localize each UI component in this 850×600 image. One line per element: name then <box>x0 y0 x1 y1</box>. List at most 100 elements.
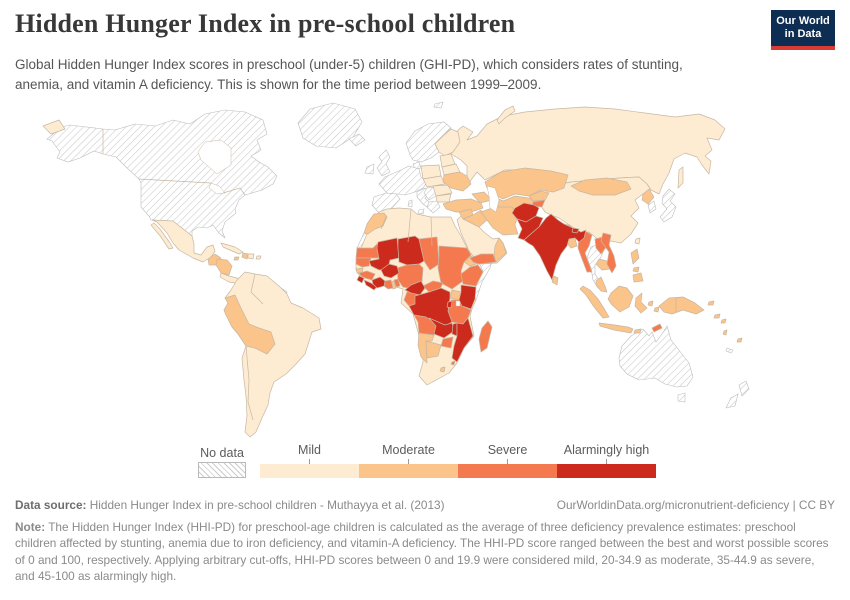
country-fiji[interactable] <box>736 337 743 343</box>
country-india[interactable] <box>523 213 587 281</box>
country-sakhalin[interactable] <box>677 166 684 189</box>
country-taiwan[interactable] <box>634 237 641 245</box>
country-mozambique[interactable] <box>451 317 474 363</box>
country-jamaica[interactable] <box>233 256 240 261</box>
country-senegal[interactable] <box>355 257 372 268</box>
country-baja-california[interactable] <box>150 222 174 250</box>
country-new-guinea[interactable] <box>658 296 705 315</box>
region-group-alarmingly-high[interactable] <box>356 202 587 363</box>
country-mongolia[interactable] <box>570 177 632 196</box>
country-greenland[interactable] <box>297 102 363 149</box>
country-north-korea[interactable] <box>641 188 655 205</box>
country-yemen[interactable] <box>469 253 497 265</box>
country-ecuador-peru-bolivia[interactable] <box>223 294 276 355</box>
country-turkey[interactable] <box>442 198 484 213</box>
legend-item-severe[interactable]: Severe <box>458 443 557 478</box>
country-solomon-islands[interactable] <box>713 313 721 319</box>
country-new-zealand-south[interactable] <box>725 393 739 409</box>
country-sulawesi[interactable] <box>634 292 648 314</box>
country-burkina-faso[interactable] <box>380 263 400 279</box>
legend-swatch-mild[interactable] <box>260 464 359 478</box>
legend-no-data[interactable]: No data <box>198 446 246 478</box>
country-ethiopia[interactable] <box>460 264 484 287</box>
country-cambodia[interactable] <box>595 258 611 271</box>
country-sardinia[interactable] <box>407 199 413 208</box>
country-malaysia[interactable] <box>595 276 608 293</box>
world-map[interactable] <box>15 96 835 458</box>
country-philippines-luzon[interactable] <box>630 248 640 265</box>
country-cuba[interactable] <box>220 242 244 255</box>
country-north-america[interactable] <box>46 109 278 239</box>
country-lesotho[interactable] <box>439 366 446 373</box>
country-romania[interactable] <box>432 184 453 197</box>
country-ireland[interactable] <box>364 163 375 175</box>
country-australia[interactable] <box>618 325 694 388</box>
country-new-caledonia[interactable] <box>725 347 734 354</box>
country-dominican-republic[interactable] <box>247 253 255 260</box>
no-data-swatch[interactable] <box>198 462 246 478</box>
country-ukraine[interactable] <box>442 171 472 192</box>
country-botswana[interactable] <box>425 340 442 359</box>
country-rwanda-burundi[interactable] <box>446 300 453 309</box>
country-russia-chukotka-west[interactable] <box>42 119 66 135</box>
country-sicily[interactable] <box>417 208 425 215</box>
legend-item-mild[interactable]: Mild <box>260 443 359 478</box>
country-philippines-visayas[interactable] <box>632 266 640 273</box>
country-honduras-nicaragua[interactable] <box>215 258 233 276</box>
country-vietnam[interactable] <box>600 232 617 274</box>
country-ghana[interactable] <box>383 279 394 290</box>
country-zambia[interactable] <box>428 317 455 339</box>
country-kyrgyzstan[interactable] <box>528 190 550 202</box>
country-malawi[interactable] <box>451 322 458 337</box>
legend-item-alarmingly-high[interactable]: Alarmingly high <box>557 443 656 478</box>
country-central-europe[interactable] <box>422 175 446 188</box>
country-sri-lanka[interactable] <box>551 275 559 286</box>
country-south-america[interactable] <box>223 271 322 438</box>
country-sierra-leone[interactable] <box>356 275 365 284</box>
data-source-text: Hidden Hunger Index in pre-school childr… <box>86 498 445 512</box>
country-bhutan[interactable] <box>571 227 580 234</box>
country-java[interactable] <box>598 322 634 334</box>
country-vanuatu[interactable] <box>722 329 728 336</box>
country-moluccas-1[interactable] <box>647 300 654 307</box>
country-new-zealand-north[interactable] <box>738 380 750 397</box>
country-timor-leste[interactable] <box>651 323 663 333</box>
country-swaziland[interactable] <box>450 360 456 366</box>
country-iceland[interactable] <box>348 133 366 147</box>
country-balkans-west[interactable] <box>423 186 437 201</box>
country-philippines-mindanao[interactable] <box>632 272 644 283</box>
country-novaya-zemlya[interactable] <box>496 105 516 125</box>
country-kenya[interactable] <box>458 284 477 310</box>
legend-swatch-moderate[interactable] <box>359 464 458 478</box>
country-liberia[interactable] <box>363 279 378 291</box>
country-tasmania[interactable] <box>677 392 686 403</box>
country-niger[interactable] <box>397 235 425 266</box>
country-zimbabwe[interactable] <box>440 336 454 349</box>
country-cote-divoire[interactable] <box>371 276 386 289</box>
country-sumatra[interactable] <box>579 285 610 319</box>
country-morocco[interactable] <box>363 212 388 235</box>
owid-link[interactable]: OurWorldinData.org/micronutrient-deficie… <box>556 498 835 512</box>
country-madagascar[interactable] <box>478 320 493 353</box>
country-oman[interactable] <box>493 237 507 263</box>
country-south-korea[interactable] <box>647 200 657 214</box>
country-myanmar[interactable] <box>577 230 593 273</box>
country-lesser-sunda[interactable] <box>633 328 642 334</box>
owid-logo[interactable]: Our World in Data <box>771 10 835 50</box>
country-moluccas-2[interactable] <box>653 306 660 313</box>
country-mexico[interactable] <box>151 219 216 263</box>
country-puerto-rico[interactable] <box>255 255 262 260</box>
country-greece[interactable] <box>426 200 441 214</box>
legend-swatch-alarmingly-high[interactable] <box>557 464 656 478</box>
country-haiti[interactable] <box>241 252 249 260</box>
country-solomon-islands-2[interactable] <box>720 318 727 324</box>
legend-item-moderate[interactable]: Moderate <box>359 443 458 478</box>
choropleth-svg[interactable] <box>15 96 835 458</box>
legend-swatch-severe[interactable] <box>458 464 557 478</box>
country-new-britain[interactable] <box>707 300 715 306</box>
country-japan[interactable] <box>659 188 677 223</box>
country-borneo[interactable] <box>607 285 634 313</box>
country-iran[interactable] <box>480 206 519 236</box>
country-united-kingdom[interactable] <box>376 149 391 177</box>
country-svalbard[interactable] <box>433 101 444 109</box>
